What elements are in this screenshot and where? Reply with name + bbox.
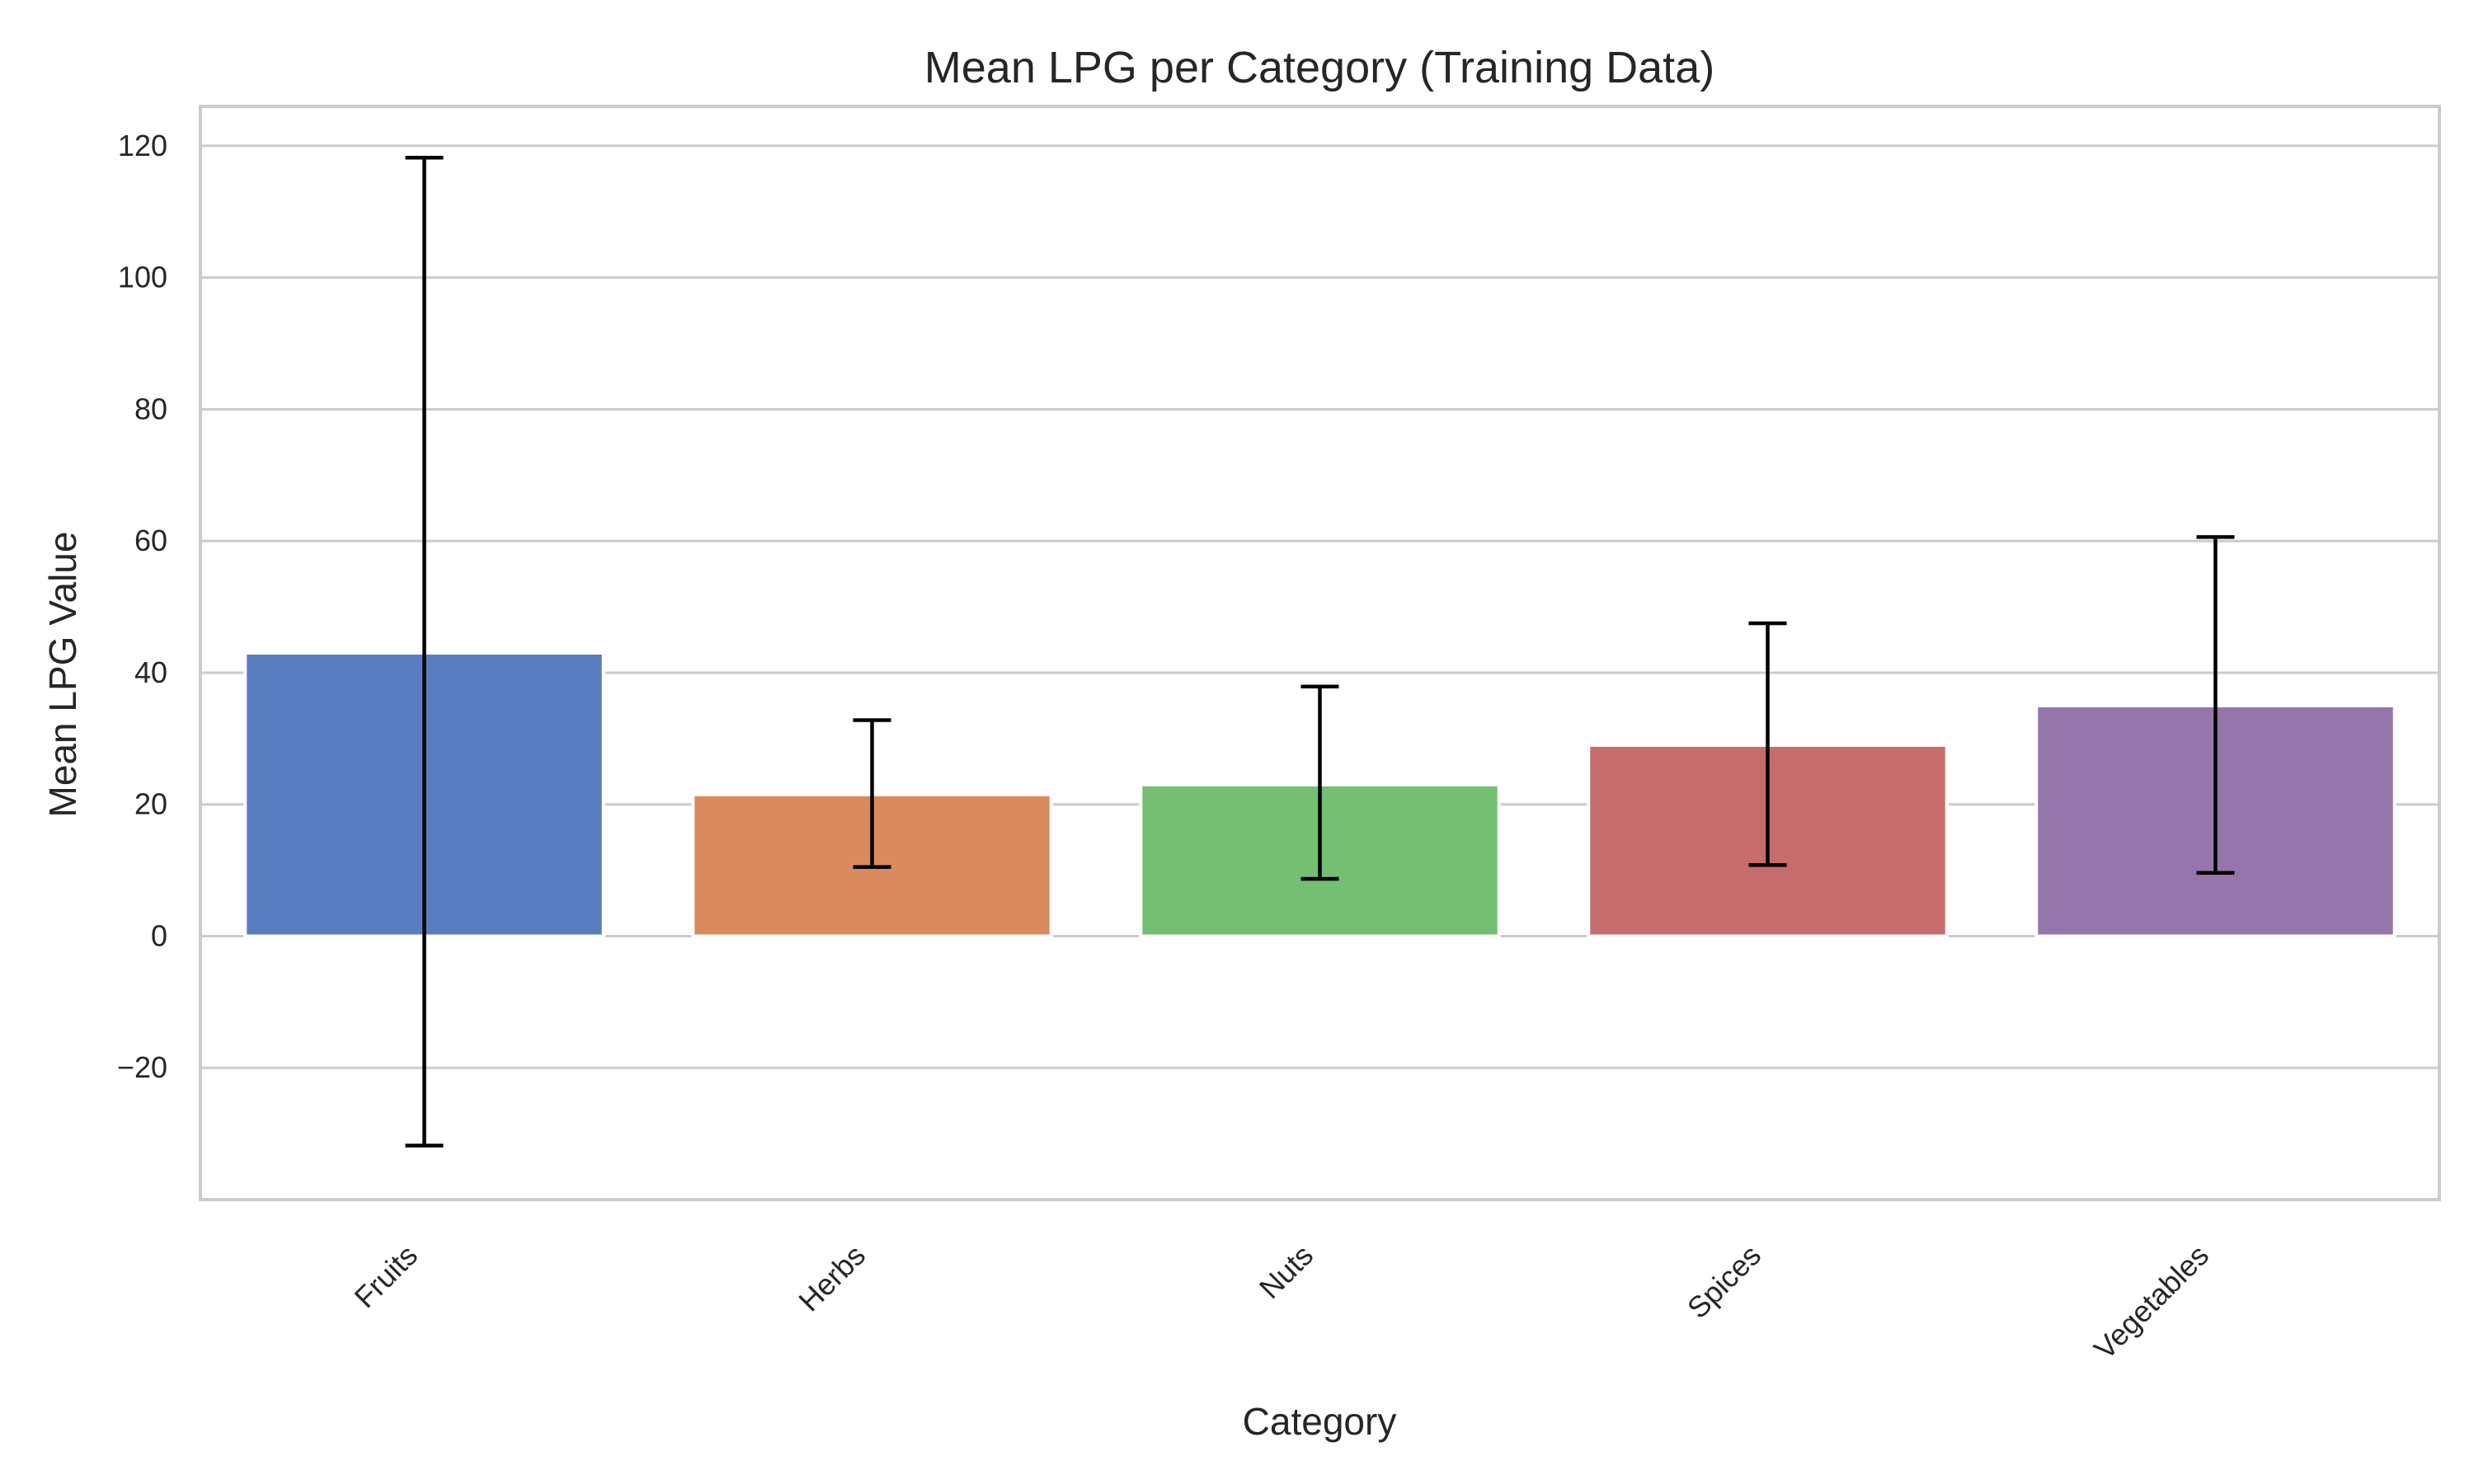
x-tick-labels: Fruits Herbs Nuts Spices Vegetables — [348, 1238, 2216, 1366]
x-tick-label: Fruits — [348, 1238, 425, 1315]
x-tick-label: Nuts — [1253, 1238, 1319, 1305]
y-tick-label: 20 — [134, 787, 167, 821]
y-tick-label: 100 — [118, 261, 167, 294]
x-axis-label: Category — [1243, 1400, 1397, 1443]
error-bars — [405, 156, 2235, 1148]
y-tick-label: 60 — [134, 524, 167, 557]
y-tick-label: 120 — [118, 129, 167, 162]
y-tick-label: 80 — [134, 392, 167, 425]
y-tick-label: 0 — [151, 918, 167, 952]
y-tick-label: 40 — [134, 655, 167, 689]
x-tick-label: Vegetables — [2087, 1238, 2215, 1366]
y-tick-labels: −20 0 20 40 60 80 100 120 — [117, 129, 167, 1084]
chart-title: Mean LPG per Category (Training Data) — [924, 43, 1714, 92]
x-tick-label: Herbs — [792, 1238, 872, 1318]
y-axis-label: Mean LPG Value — [41, 532, 84, 818]
x-tick-label: Spices — [1681, 1238, 1767, 1325]
plot-frame — [199, 105, 2441, 1201]
y-tick-label: −20 — [117, 1050, 167, 1084]
